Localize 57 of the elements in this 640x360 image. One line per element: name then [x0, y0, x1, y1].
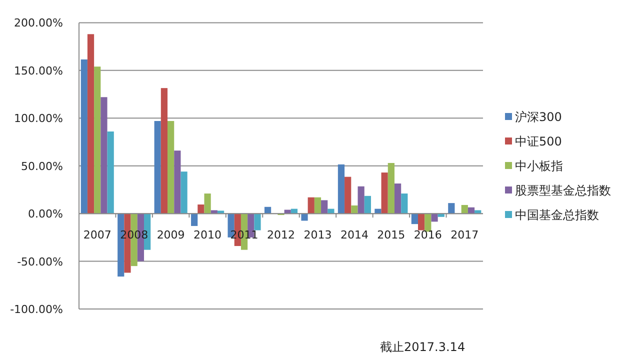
x-tick-label: 2012 [267, 228, 295, 242]
y-tick-label: 50.00% [21, 160, 63, 173]
x-tick-label: 2014 [340, 228, 368, 242]
bar [358, 186, 364, 214]
bar [411, 214, 418, 224]
bar [401, 194, 408, 214]
x-tick-label: 2011 [230, 228, 258, 242]
y-tick-label: -100.00% [10, 303, 63, 316]
bar [107, 131, 114, 214]
bar [204, 194, 211, 214]
y-tick-label: 150.00% [14, 64, 63, 78]
y-tick-label: 0.00% [28, 208, 63, 221]
bar [321, 200, 328, 214]
bar [418, 214, 425, 230]
bar [168, 120, 174, 214]
bar [394, 184, 402, 214]
legend-label: 中小板指 [515, 159, 563, 173]
legend-label: 沪深300 [515, 110, 562, 124]
y-tick-label: -50.00% [17, 255, 63, 268]
bar [174, 150, 181, 214]
bar [154, 120, 161, 214]
bar [180, 172, 188, 214]
bar [381, 172, 388, 214]
text: 截止2017.3.14 [380, 340, 466, 354]
x-tick-label: 2017 [450, 228, 479, 242]
bar [87, 34, 94, 214]
bar [461, 204, 468, 214]
legend-label: 中国基金总指数 [515, 208, 599, 222]
bar [198, 204, 204, 214]
bar [388, 162, 394, 214]
bar [100, 97, 108, 214]
bar [254, 214, 261, 230]
bar [94, 66, 101, 214]
bar [364, 196, 371, 214]
bar [431, 214, 438, 222]
bar [448, 203, 455, 214]
bar [301, 214, 308, 221]
bar [284, 210, 291, 214]
bar [160, 88, 168, 214]
bar [344, 176, 352, 214]
bar [424, 214, 432, 232]
bar [314, 197, 322, 214]
bar [338, 164, 345, 214]
x-tick-label: 2013 [304, 228, 332, 242]
bar [191, 214, 198, 226]
x-tick-label: 2009 [156, 228, 185, 242]
x-tick-label: 2015 [377, 228, 406, 242]
x-tick-label: 2010 [194, 228, 222, 242]
legend-label: 中证500 [515, 134, 562, 148]
bar [80, 59, 88, 214]
y-tick-label: 200.00% [14, 16, 63, 30]
x-tick-label: 2007 [83, 228, 112, 242]
x-tick-label: 2016 [414, 228, 442, 242]
bar [351, 205, 358, 214]
legend-label: 股票型基金总指数 [515, 184, 611, 198]
y-tick-label: 100.00% [14, 112, 63, 126]
bar [308, 197, 314, 214]
